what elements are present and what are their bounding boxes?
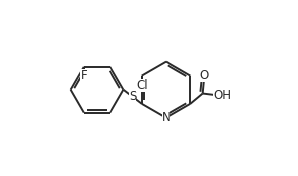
Text: Cl: Cl — [136, 78, 148, 92]
Text: OH: OH — [213, 89, 231, 102]
Text: S: S — [129, 90, 136, 103]
Text: N: N — [162, 111, 170, 124]
Text: F: F — [80, 69, 87, 82]
Text: O: O — [199, 70, 209, 83]
